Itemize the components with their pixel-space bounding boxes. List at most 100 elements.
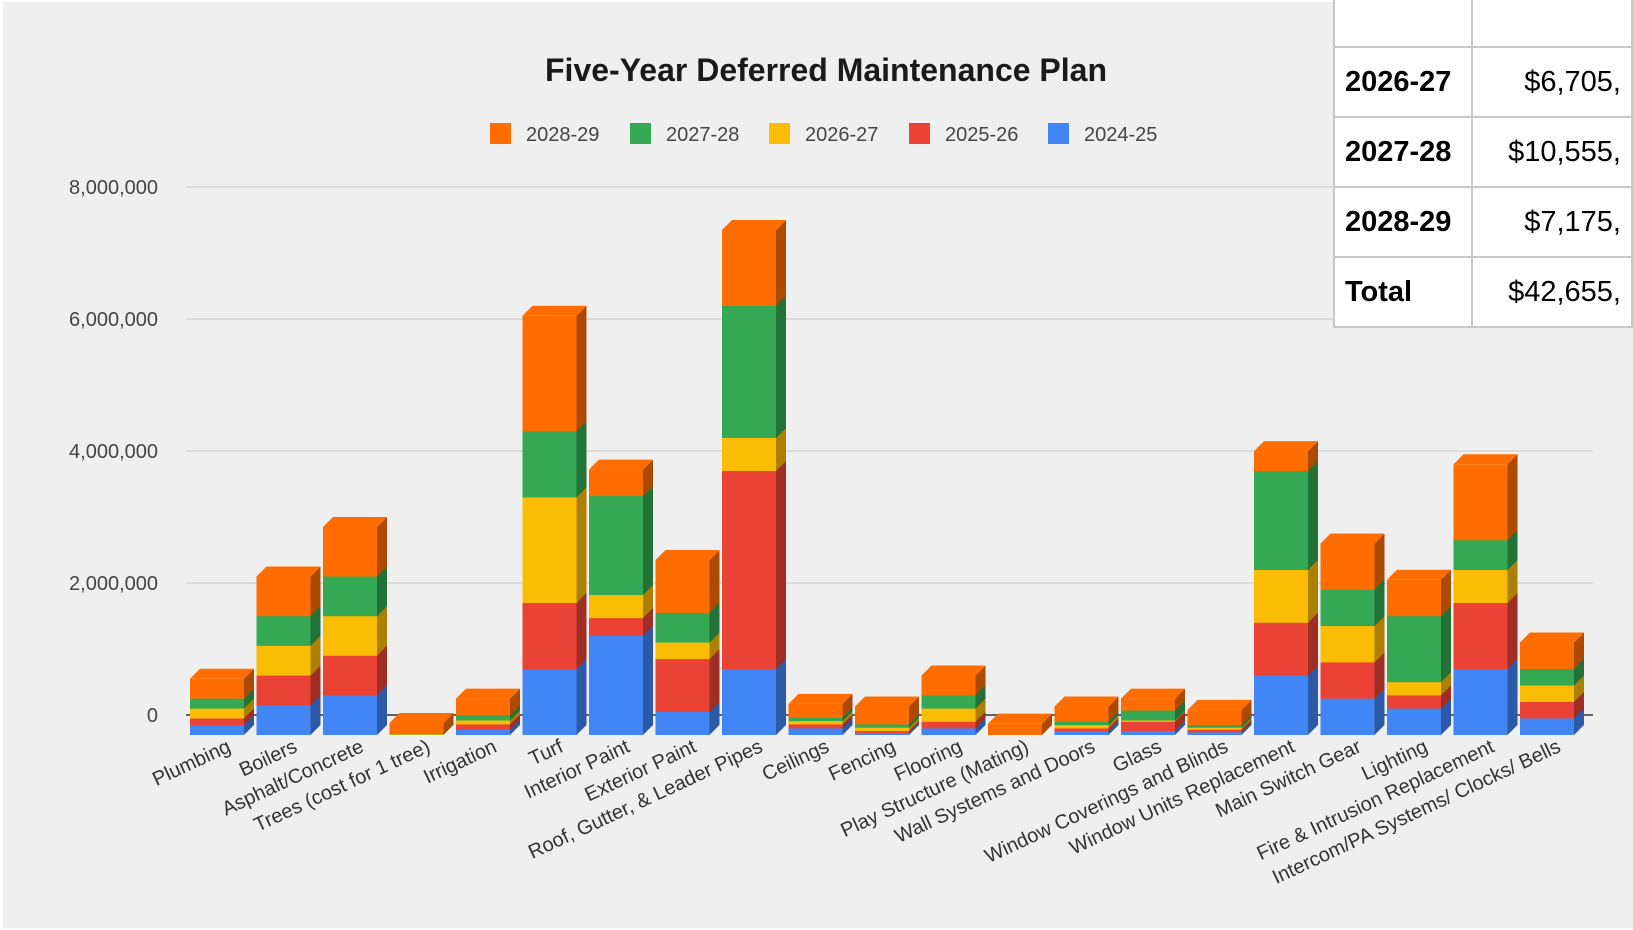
bar-stack [256,566,321,735]
bar-segment [1054,706,1109,722]
bar-segment-side [1308,655,1318,735]
bar-top-face [788,693,853,704]
bar-segment-side [842,693,853,718]
bar-top-face [323,517,387,527]
bar-segment-side [1441,569,1451,617]
bar-segment [1453,593,1508,669]
bar-top-face [1187,699,1252,710]
bar-segment [1453,659,1508,735]
bar-segment [589,486,643,596]
bar-segment [722,659,776,735]
bar-segment [1254,560,1308,623]
bar-stack [1453,454,1518,735]
bar-stack [1254,441,1318,735]
bar-segment [589,626,643,735]
bar-stack [323,517,387,735]
legend-item: 2026-27 [769,123,878,146]
bar-stack [655,550,720,735]
bar-stack [1121,688,1185,735]
bar-top-face [1520,632,1584,643]
table-cell-year: 2027-28 [1332,116,1474,188]
table-row: 2028-29 $7,175, [1332,186,1633,258]
y-tick-label: 0 [147,705,158,727]
bar-segment-side [975,665,986,696]
bar-segment [589,469,643,497]
legend-swatch [909,123,930,144]
table-cell-amount: $7,175, [1471,186,1633,258]
bar-segment-side [310,566,321,617]
y-tick-label: 6,000,000 [69,309,158,331]
bar-segment-side [1507,583,1518,669]
bar-stack [855,696,919,735]
legend-label: 2028-29 [526,124,599,146]
table-cell-amount: $6,705, [1471,46,1633,118]
bar-segment-side [643,616,653,735]
bar-segment [655,649,710,712]
bar-segment [389,723,444,734]
bar-stack [589,459,653,735]
bar-segment-side [510,688,520,716]
legend-swatch [1048,123,1069,144]
bar-segment-side [776,286,786,438]
bar-segment-side [1374,533,1385,590]
summary-table: 2026-27 $6,705, 2027-28 $10,555, 2028-29… [1332,0,1633,328]
bar-segment [323,527,377,577]
bar-stack [788,693,853,735]
x-tick-label: Fencing [825,736,899,786]
bar-segment [722,296,776,438]
bar-segment [1254,612,1308,676]
bar-top-face [855,696,919,707]
legend-item: 2025-26 [909,123,1018,146]
bar-stack [1187,699,1252,735]
chart-legend: 2028-29 2027-28 2026-27 2025-26 2024-25 [490,123,1157,146]
bar-top-face [1320,533,1385,544]
bar-top-face [722,220,786,230]
table-row [1332,0,1633,48]
table-cell-amount: $10,555, [1471,116,1633,188]
bar-segment [522,659,577,735]
bar-segment-side [1308,602,1318,676]
bar-segment [722,461,776,669]
legend-swatch [490,123,511,144]
bar-stacks [190,220,1584,735]
bar-stack [988,713,1052,735]
x-tick-label: Ceilings [759,736,833,786]
bar-top-face [456,688,520,699]
bar-top-face [1054,696,1119,707]
bar-segment-side [1308,451,1318,570]
chart-title: Five-Year Deferred Maintenance Plan [545,52,1107,88]
legend-swatch [630,123,651,144]
bar-segment-side [1574,632,1584,669]
bar-segment-side [244,668,254,699]
bar-stack [190,668,254,735]
x-tick-label: Irrigation [420,736,500,789]
bar-segment [1121,698,1175,711]
bar-segment [522,421,577,498]
bar-segment-side [643,459,653,497]
bar-segment [1387,579,1441,617]
bar-segment [1320,543,1375,590]
table-row: Total $42,655, [1332,256,1633,328]
bar-segment [522,315,577,432]
legend-label: 2026-27 [805,124,878,146]
bar-segment [190,678,244,699]
bar-segment-side [776,451,786,669]
bar-segment-side [1042,713,1052,735]
bar-segment [1254,451,1308,471]
bar-segment-side [1507,649,1518,735]
bar-segment-side [709,550,720,613]
bar-segment-side [377,517,387,577]
legend-item: 2027-28 [630,123,739,146]
bar-segment-side [709,639,720,712]
table-cell-year [1332,0,1474,48]
bar-segment [1387,606,1441,683]
y-axis: 0 2,000,000 4,000,000 6,000,000 8,000,000 [69,177,158,727]
bar-top-face [1453,454,1518,465]
bar-segment-side [1507,454,1518,541]
bar-top-face [1387,569,1451,580]
bar-segment [655,560,710,613]
bar-stack [389,713,454,735]
bar-segment-side [576,411,587,498]
bar-segment-side [643,476,653,596]
